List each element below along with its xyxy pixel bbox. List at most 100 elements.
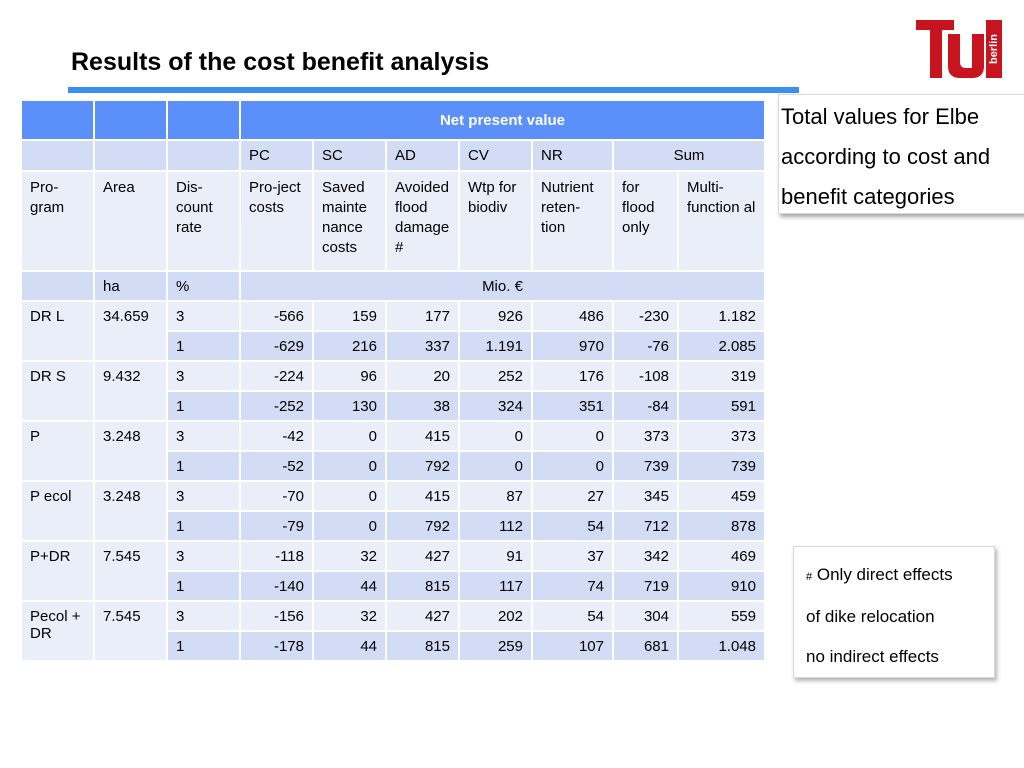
value-nr: 37 <box>531 540 614 572</box>
footnote-line-2: of dike relocation <box>806 607 935 626</box>
value-pc: -629 <box>239 330 314 362</box>
program-name: P ecol <box>20 480 95 542</box>
value-cv: 87 <box>458 480 533 512</box>
value-cv: 252 <box>458 360 533 392</box>
program-area: 34.659 <box>93 300 168 362</box>
header-blank <box>93 99 168 141</box>
footnote-box: # Only direct effects of dike relocation… <box>793 546 995 678</box>
value-sc: 216 <box>312 330 387 362</box>
value-nr: 107 <box>531 630 614 662</box>
value-flood: 373 <box>612 420 679 452</box>
value-nr: 54 <box>531 600 614 632</box>
value-sc: 130 <box>312 390 387 422</box>
table-row: 1 -79 0 792 112 54 712 878 <box>21 510 766 542</box>
value-flood: 345 <box>612 480 679 512</box>
footnote-line-1: # Only direct effects <box>794 555 994 597</box>
value-ad: 815 <box>385 570 460 602</box>
value-nr: 486 <box>531 300 614 332</box>
abbr-blank <box>166 139 241 172</box>
discount-rate: 3 <box>166 300 241 332</box>
value-pc: -70 <box>239 480 314 512</box>
unit-area: ha <box>93 270 168 302</box>
program-name: Pecol + DR <box>20 600 95 662</box>
label-multi: Multi-function al <box>677 170 766 272</box>
label-area: Area <box>93 170 168 272</box>
footnote-line-3: no indirect effects <box>806 647 939 666</box>
abbr-blank <box>93 139 168 172</box>
value-flood: 304 <box>612 600 679 632</box>
value-multi: 910 <box>677 570 766 602</box>
table-row: P ecol 3.248 3 -70 0 415 87 27 345 459 <box>20 480 766 542</box>
label-nr: Nutrient reten-tion <box>531 170 614 272</box>
discount-rate: 3 <box>166 360 241 392</box>
table-row: 1 -52 0 792 0 0 739 739 <box>21 450 766 482</box>
value-cv: 0 <box>458 450 533 482</box>
value-multi: 2.085 <box>677 330 766 362</box>
value-ad: 177 <box>385 300 460 332</box>
discount-rate: 3 <box>166 540 241 572</box>
program-area: 7.545 <box>93 540 168 602</box>
value-sc: 32 <box>312 540 387 572</box>
value-nr: 0 <box>531 420 614 452</box>
value-pc: -224 <box>239 360 314 392</box>
value-flood: -108 <box>612 360 679 392</box>
value-ad: 427 <box>385 600 460 632</box>
value-ad: 20 <box>385 360 460 392</box>
abbr-ad: AD <box>385 139 460 172</box>
label-sc: Saved mainte nance costs <box>312 170 387 272</box>
value-nr: 351 <box>531 390 614 422</box>
value-flood: 739 <box>612 450 679 482</box>
table-row: 1 -629 216 337 1.191 970 -76 2.085 <box>21 330 766 362</box>
abbr-blank <box>20 139 95 172</box>
value-flood: 681 <box>612 630 679 662</box>
program-name: DR L <box>20 300 95 362</box>
discount-rate: 3 <box>166 420 241 452</box>
value-pc: -566 <box>239 300 314 332</box>
value-sc: 0 <box>312 510 387 542</box>
summary-note-text: Total values for Elbe according to cost … <box>781 104 991 209</box>
value-sc: 44 <box>312 570 387 602</box>
value-ad: 792 <box>385 510 460 542</box>
tu-berlin-logo: berlin <box>916 20 1002 78</box>
value-ad: 792 <box>385 450 460 482</box>
label-flood: for flood only <box>612 170 679 272</box>
table-row: 1 -178 44 815 259 107 681 1.048 <box>21 630 766 662</box>
value-sc: 44 <box>312 630 387 662</box>
label-pc: Pro-ject costs <box>239 170 314 272</box>
value-multi: 1.182 <box>677 300 766 332</box>
abbr-nr: NR <box>531 139 614 172</box>
unit-blank <box>20 270 95 302</box>
slide-title: Results of the cost benefit analysis <box>71 48 490 76</box>
abbr-sc: SC <box>312 139 387 172</box>
label-ad: Avoided flood damage # <box>385 170 460 272</box>
value-cv: 202 <box>458 600 533 632</box>
value-flood: 712 <box>612 510 679 542</box>
label-rate: Dis-count rate <box>166 170 241 272</box>
discount-rate: 1 <box>166 510 241 542</box>
program-name: P <box>20 420 95 482</box>
abbr-sum: Sum <box>612 139 766 172</box>
value-cv: 259 <box>458 630 533 662</box>
value-multi: 373 <box>677 420 766 452</box>
value-pc: -140 <box>239 570 314 602</box>
net-present-value-header: Net present value <box>239 99 766 141</box>
header-blank <box>166 99 241 141</box>
discount-rate: 1 <box>166 390 241 422</box>
value-nr: 54 <box>531 510 614 542</box>
table-row: DR L 34.659 3 -566 159 177 926 486 -230 1.182 <box>20 300 766 362</box>
unit-money: Mio. € <box>239 270 766 302</box>
value-sc: 96 <box>312 360 387 392</box>
value-pc: -156 <box>239 600 314 632</box>
value-nr: 74 <box>531 570 614 602</box>
label-cv: Wtp for biodiv <box>458 170 533 272</box>
value-flood: 719 <box>612 570 679 602</box>
table-row: Pecol + DR 7.545 3 -156 32 427 202 54 304 559 <box>20 600 766 662</box>
program-name: P+DR <box>20 540 95 602</box>
value-cv: 112 <box>458 510 533 542</box>
value-pc: -42 <box>239 420 314 452</box>
abbr-pc: PC <box>239 139 314 172</box>
value-multi: 739 <box>677 450 766 482</box>
abbr-cv: CV <box>458 139 533 172</box>
logo-text: berlin <box>988 34 1000 64</box>
value-flood: -76 <box>612 330 679 362</box>
